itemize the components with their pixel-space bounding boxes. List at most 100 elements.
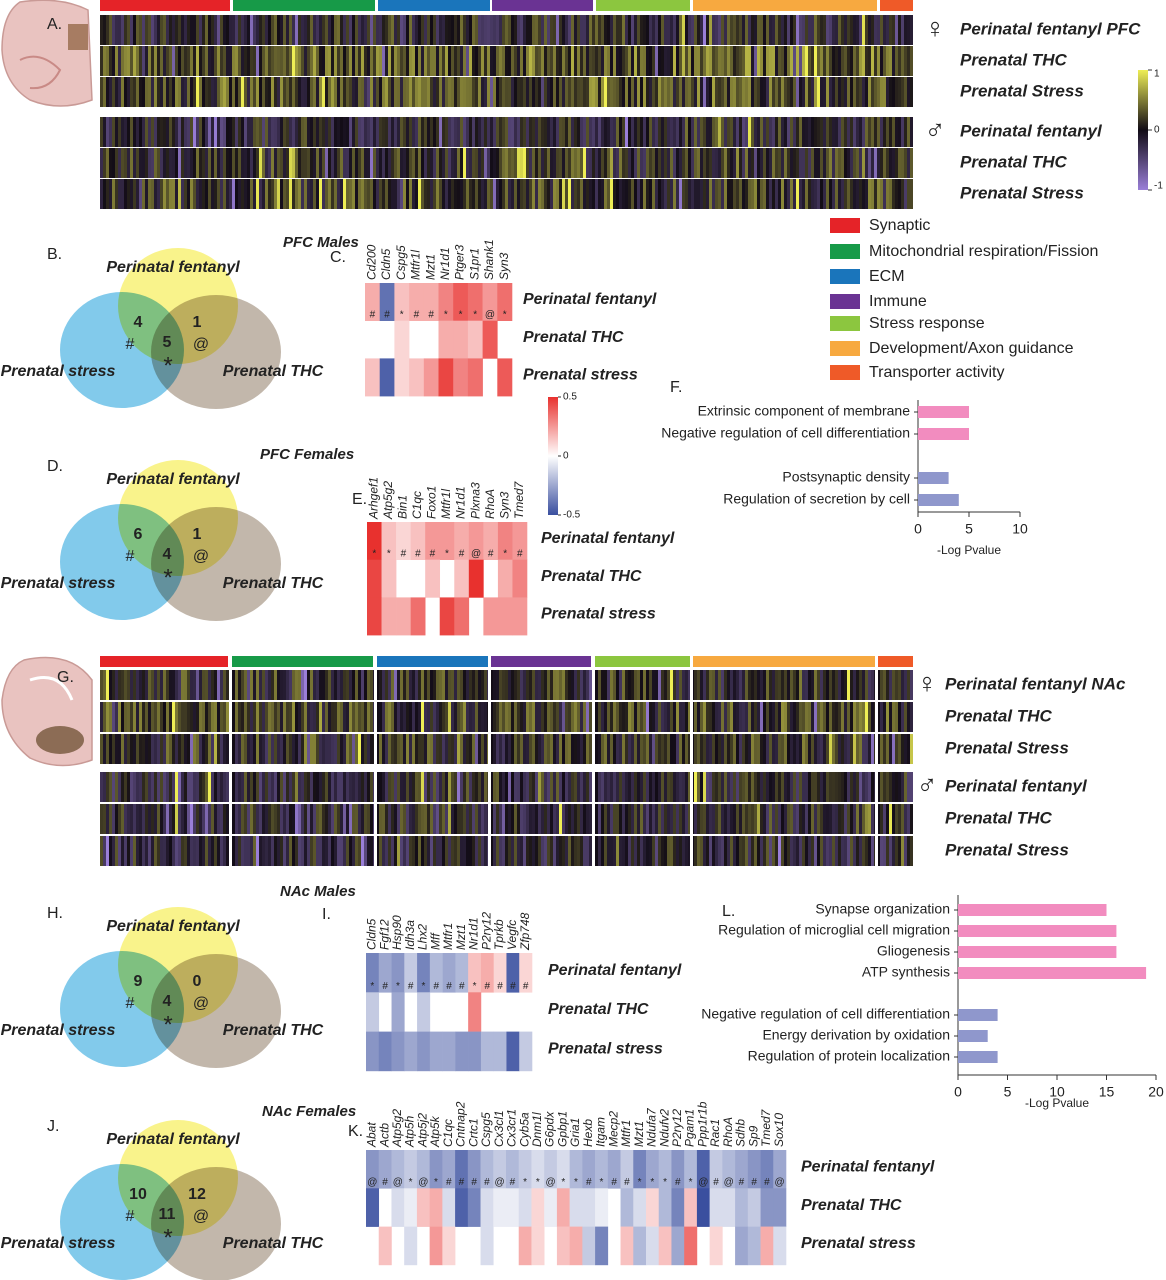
heatmap-stripe	[640, 804, 643, 834]
heatmap-stripe	[589, 734, 592, 764]
heatmap-stripe	[571, 179, 574, 209]
heatmap-stripe	[388, 15, 391, 45]
heatmap-stripe	[304, 836, 307, 866]
heatmap-stripe	[424, 179, 427, 209]
heatmap-stripe	[760, 15, 763, 45]
heatmap-stripe	[301, 15, 304, 45]
heatmap-stripe	[466, 179, 469, 209]
heatmap-stripe	[910, 179, 913, 209]
heatmap-stripe	[169, 670, 172, 700]
heatmap-stripe	[829, 77, 832, 107]
significance-marker: #	[517, 548, 523, 559]
heatmap-stripe	[679, 117, 682, 147]
heatmap-stripe	[463, 836, 466, 866]
heatmap-stripe	[571, 772, 574, 802]
heatmap-cell	[366, 1031, 380, 1072]
heatmap-stripe	[331, 179, 334, 209]
heatmap-cell	[480, 1188, 494, 1227]
venn-count: 6	[134, 526, 143, 543]
heatmap-stripe	[673, 670, 676, 700]
heatmap-stripe	[760, 670, 763, 700]
heatmap-stripe	[520, 702, 523, 732]
heatmap-stripe	[529, 836, 532, 866]
heatmap-stripe	[442, 15, 445, 45]
heatmap-stripe	[604, 734, 607, 764]
heatmap-stripe	[223, 702, 226, 732]
heatmap-stripe	[604, 117, 607, 147]
heatmap-stripe	[715, 702, 718, 732]
heatmap-stripe	[436, 734, 439, 764]
heatmap-stripe	[607, 179, 610, 209]
heatmap-stripe	[700, 670, 703, 700]
heatmap-stripe	[265, 836, 268, 866]
heatmap-stripe	[115, 804, 118, 834]
heatmap-stripe	[817, 148, 820, 178]
heatmap-stripe	[592, 77, 595, 107]
heatmap-stripe	[769, 179, 772, 209]
heatmap-stripe	[259, 117, 262, 147]
heatmap-stripe	[835, 77, 838, 107]
heatmap-stripe	[340, 836, 343, 866]
heatmap-stripe	[625, 804, 628, 834]
bar	[958, 967, 1147, 979]
category-bar	[492, 0, 593, 11]
heatmap-stripe	[304, 15, 307, 45]
heatmap-stripe	[292, 836, 295, 866]
heatmap-stripe	[607, 46, 610, 76]
heatmap-stripe	[283, 77, 286, 107]
heatmap-stripe	[433, 179, 436, 209]
heatmap-stripe	[856, 702, 859, 732]
heatmap-stripe	[748, 836, 751, 866]
heatmap-stripe	[568, 148, 571, 178]
significance-marker: *	[574, 1177, 578, 1188]
heatmap-stripe	[409, 670, 412, 700]
heatmap-cell	[417, 1031, 431, 1072]
heatmap-stripe	[835, 772, 838, 802]
heatmap-stripe	[568, 77, 571, 107]
heatmap-stripe	[340, 734, 343, 764]
heatmap-stripe	[259, 772, 262, 802]
heatmap-stripe	[163, 148, 166, 178]
heatmap-stripe	[670, 46, 673, 76]
heatmap-stripe	[250, 15, 253, 45]
heatmap-stripe	[388, 148, 391, 178]
heatmap-stripe	[730, 836, 733, 866]
heatmap-stripe	[676, 804, 679, 834]
heatmap-stripe	[412, 734, 415, 764]
heatmap-stripe	[736, 46, 739, 76]
heatmap-stripe	[862, 772, 865, 802]
heatmap-stripe	[421, 15, 424, 45]
heatmap-stripe	[259, 46, 262, 76]
heatmap-stripe	[793, 77, 796, 107]
significance-marker: *	[445, 548, 449, 559]
heatmap-stripe	[328, 15, 331, 45]
heatmap-stripe	[265, 46, 268, 76]
heatmap-stripe	[697, 702, 700, 732]
heatmap-stripe	[739, 836, 742, 866]
significance-marker: *	[523, 1177, 527, 1188]
heatmap-stripe	[442, 804, 445, 834]
heatmap-stripe	[604, 15, 607, 45]
heatmap-stripe	[331, 702, 334, 732]
category-label: Energy derivation by oxidation	[762, 1027, 950, 1043]
heatmap-stripe	[190, 772, 193, 802]
heatmap-stripe	[865, 117, 868, 147]
heatmap-stripe	[748, 77, 751, 107]
heatmap-stripe	[433, 77, 436, 107]
heatmap-stripe	[490, 148, 493, 178]
heatmap-stripe	[238, 670, 241, 700]
heatmap-stripe	[409, 117, 412, 147]
heatmap-stripe	[517, 670, 520, 700]
heatmap-stripe	[460, 148, 463, 178]
heatmap-stripe	[202, 77, 205, 107]
row-label: Prenatal Stress	[960, 183, 1084, 202]
heatmap-stripe	[394, 836, 397, 866]
heatmap-cell	[409, 283, 425, 321]
heatmap-stripe	[889, 117, 892, 147]
heatmap-stripe	[742, 804, 745, 834]
heatmap-stripe	[352, 15, 355, 45]
heatmap-cell	[454, 522, 470, 560]
heatmap-stripe	[136, 15, 139, 45]
heatmap-stripe	[595, 77, 598, 107]
heatmap-stripe	[151, 46, 154, 76]
